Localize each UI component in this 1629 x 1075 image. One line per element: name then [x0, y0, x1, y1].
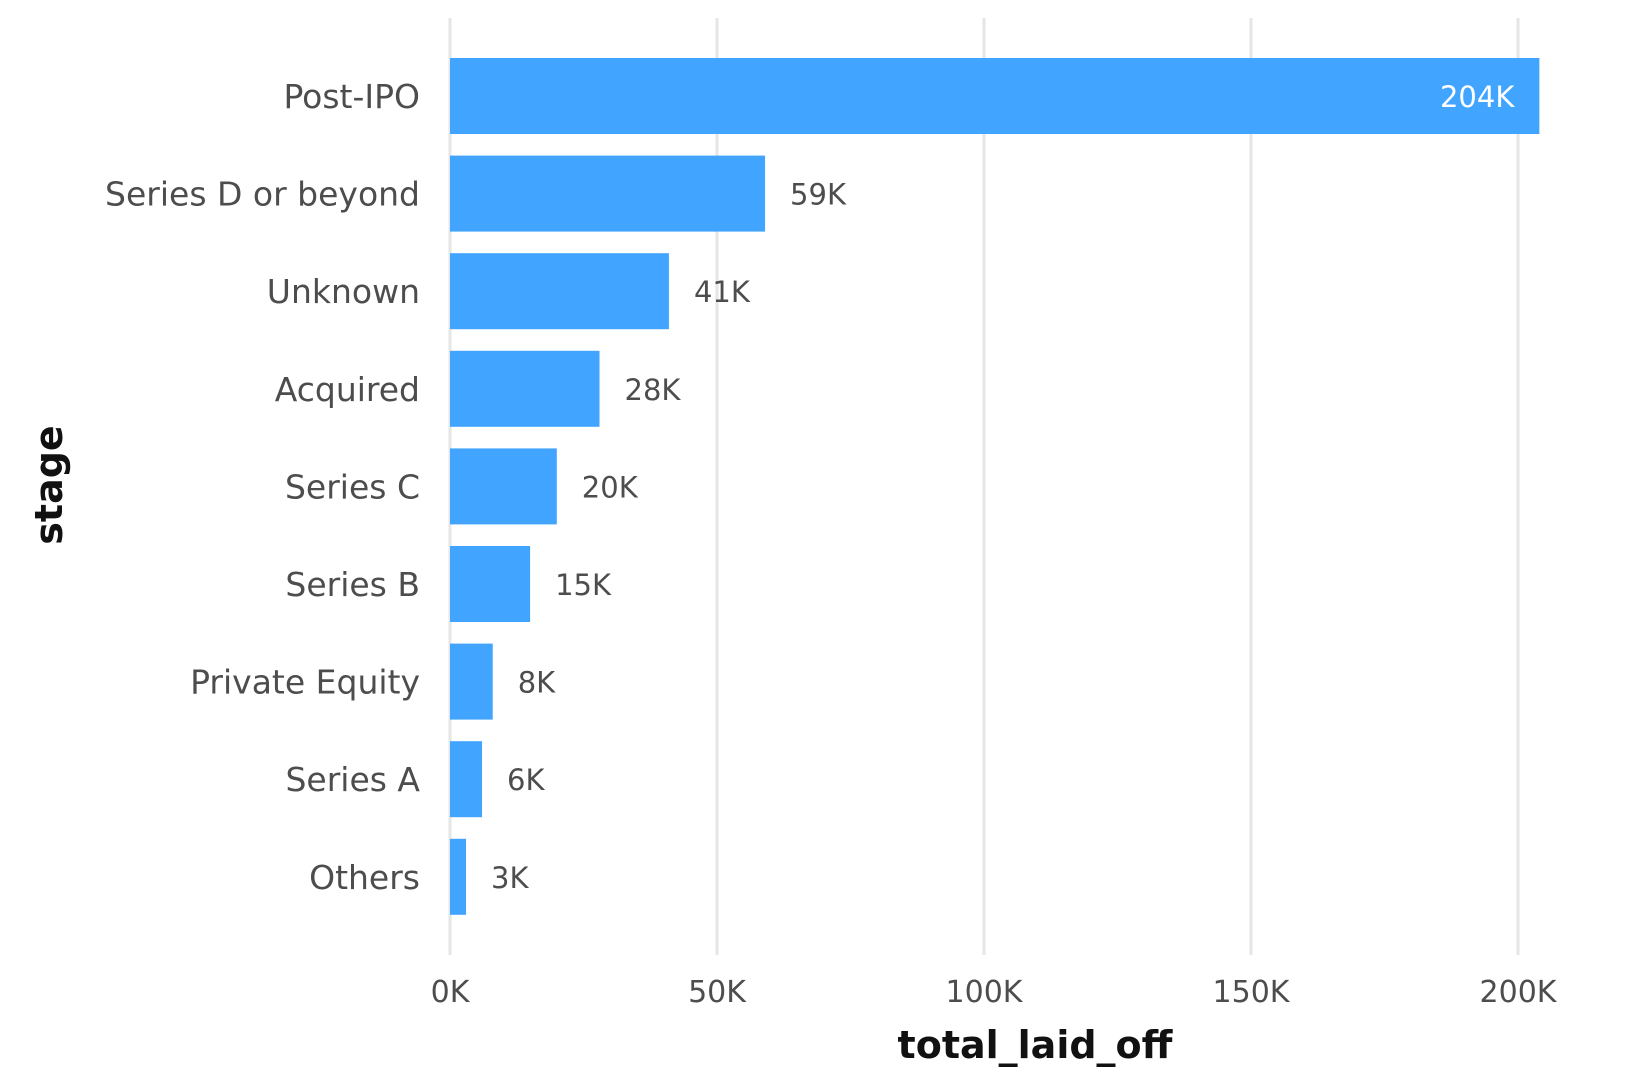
bar: [450, 838, 467, 915]
category-label: Series A: [285, 760, 420, 799]
x-tick-label: 200K: [1480, 975, 1558, 1010]
data-label: 20K: [582, 470, 639, 504]
data-label: 204K: [1440, 80, 1515, 114]
category-label: Private Equity: [190, 663, 420, 702]
data-label: 15K: [555, 568, 612, 602]
x-tick-label: 150K: [1213, 975, 1291, 1010]
x-tick-label: 0K: [431, 975, 471, 1010]
data-labels: 204K 59K 41K 28K 20K 15K 8K 6K 3K: [491, 80, 1515, 895]
bar: [450, 155, 766, 232]
data-label: 8K: [518, 666, 556, 700]
data-label: 41K: [694, 275, 751, 309]
bar: [450, 253, 669, 330]
bar: [450, 741, 483, 818]
bar: [450, 643, 493, 720]
category-label: Series D or beyond: [105, 175, 420, 214]
bar: [450, 546, 531, 622]
x-tick-label: 100K: [946, 975, 1024, 1010]
bar: [450, 350, 600, 427]
bar: [450, 448, 557, 525]
y-axis-title: stage: [27, 425, 71, 544]
category-label: Unknown: [267, 272, 420, 311]
data-label: 28K: [625, 373, 682, 407]
category-label: Series C: [285, 467, 420, 506]
data-label: 6K: [507, 763, 545, 797]
data-label: 3K: [491, 861, 529, 895]
category-label: Others: [309, 858, 420, 897]
x-axis-title: total_laid_off: [898, 1023, 1174, 1067]
category-label: Acquired: [275, 370, 420, 409]
bar: [450, 58, 1540, 134]
bar-layer: [450, 58, 1540, 915]
category-label: Series B: [285, 565, 420, 604]
category-label: Post-IPO: [283, 77, 420, 116]
data-label: 59K: [790, 178, 847, 212]
category-labels: Post-IPO Series D or beyond Unknown Acquire…: [105, 77, 420, 897]
x-tick-label: 50K: [688, 975, 747, 1010]
x-tick-labels: 0K 50K 100K 150K 200K: [431, 975, 1558, 1010]
